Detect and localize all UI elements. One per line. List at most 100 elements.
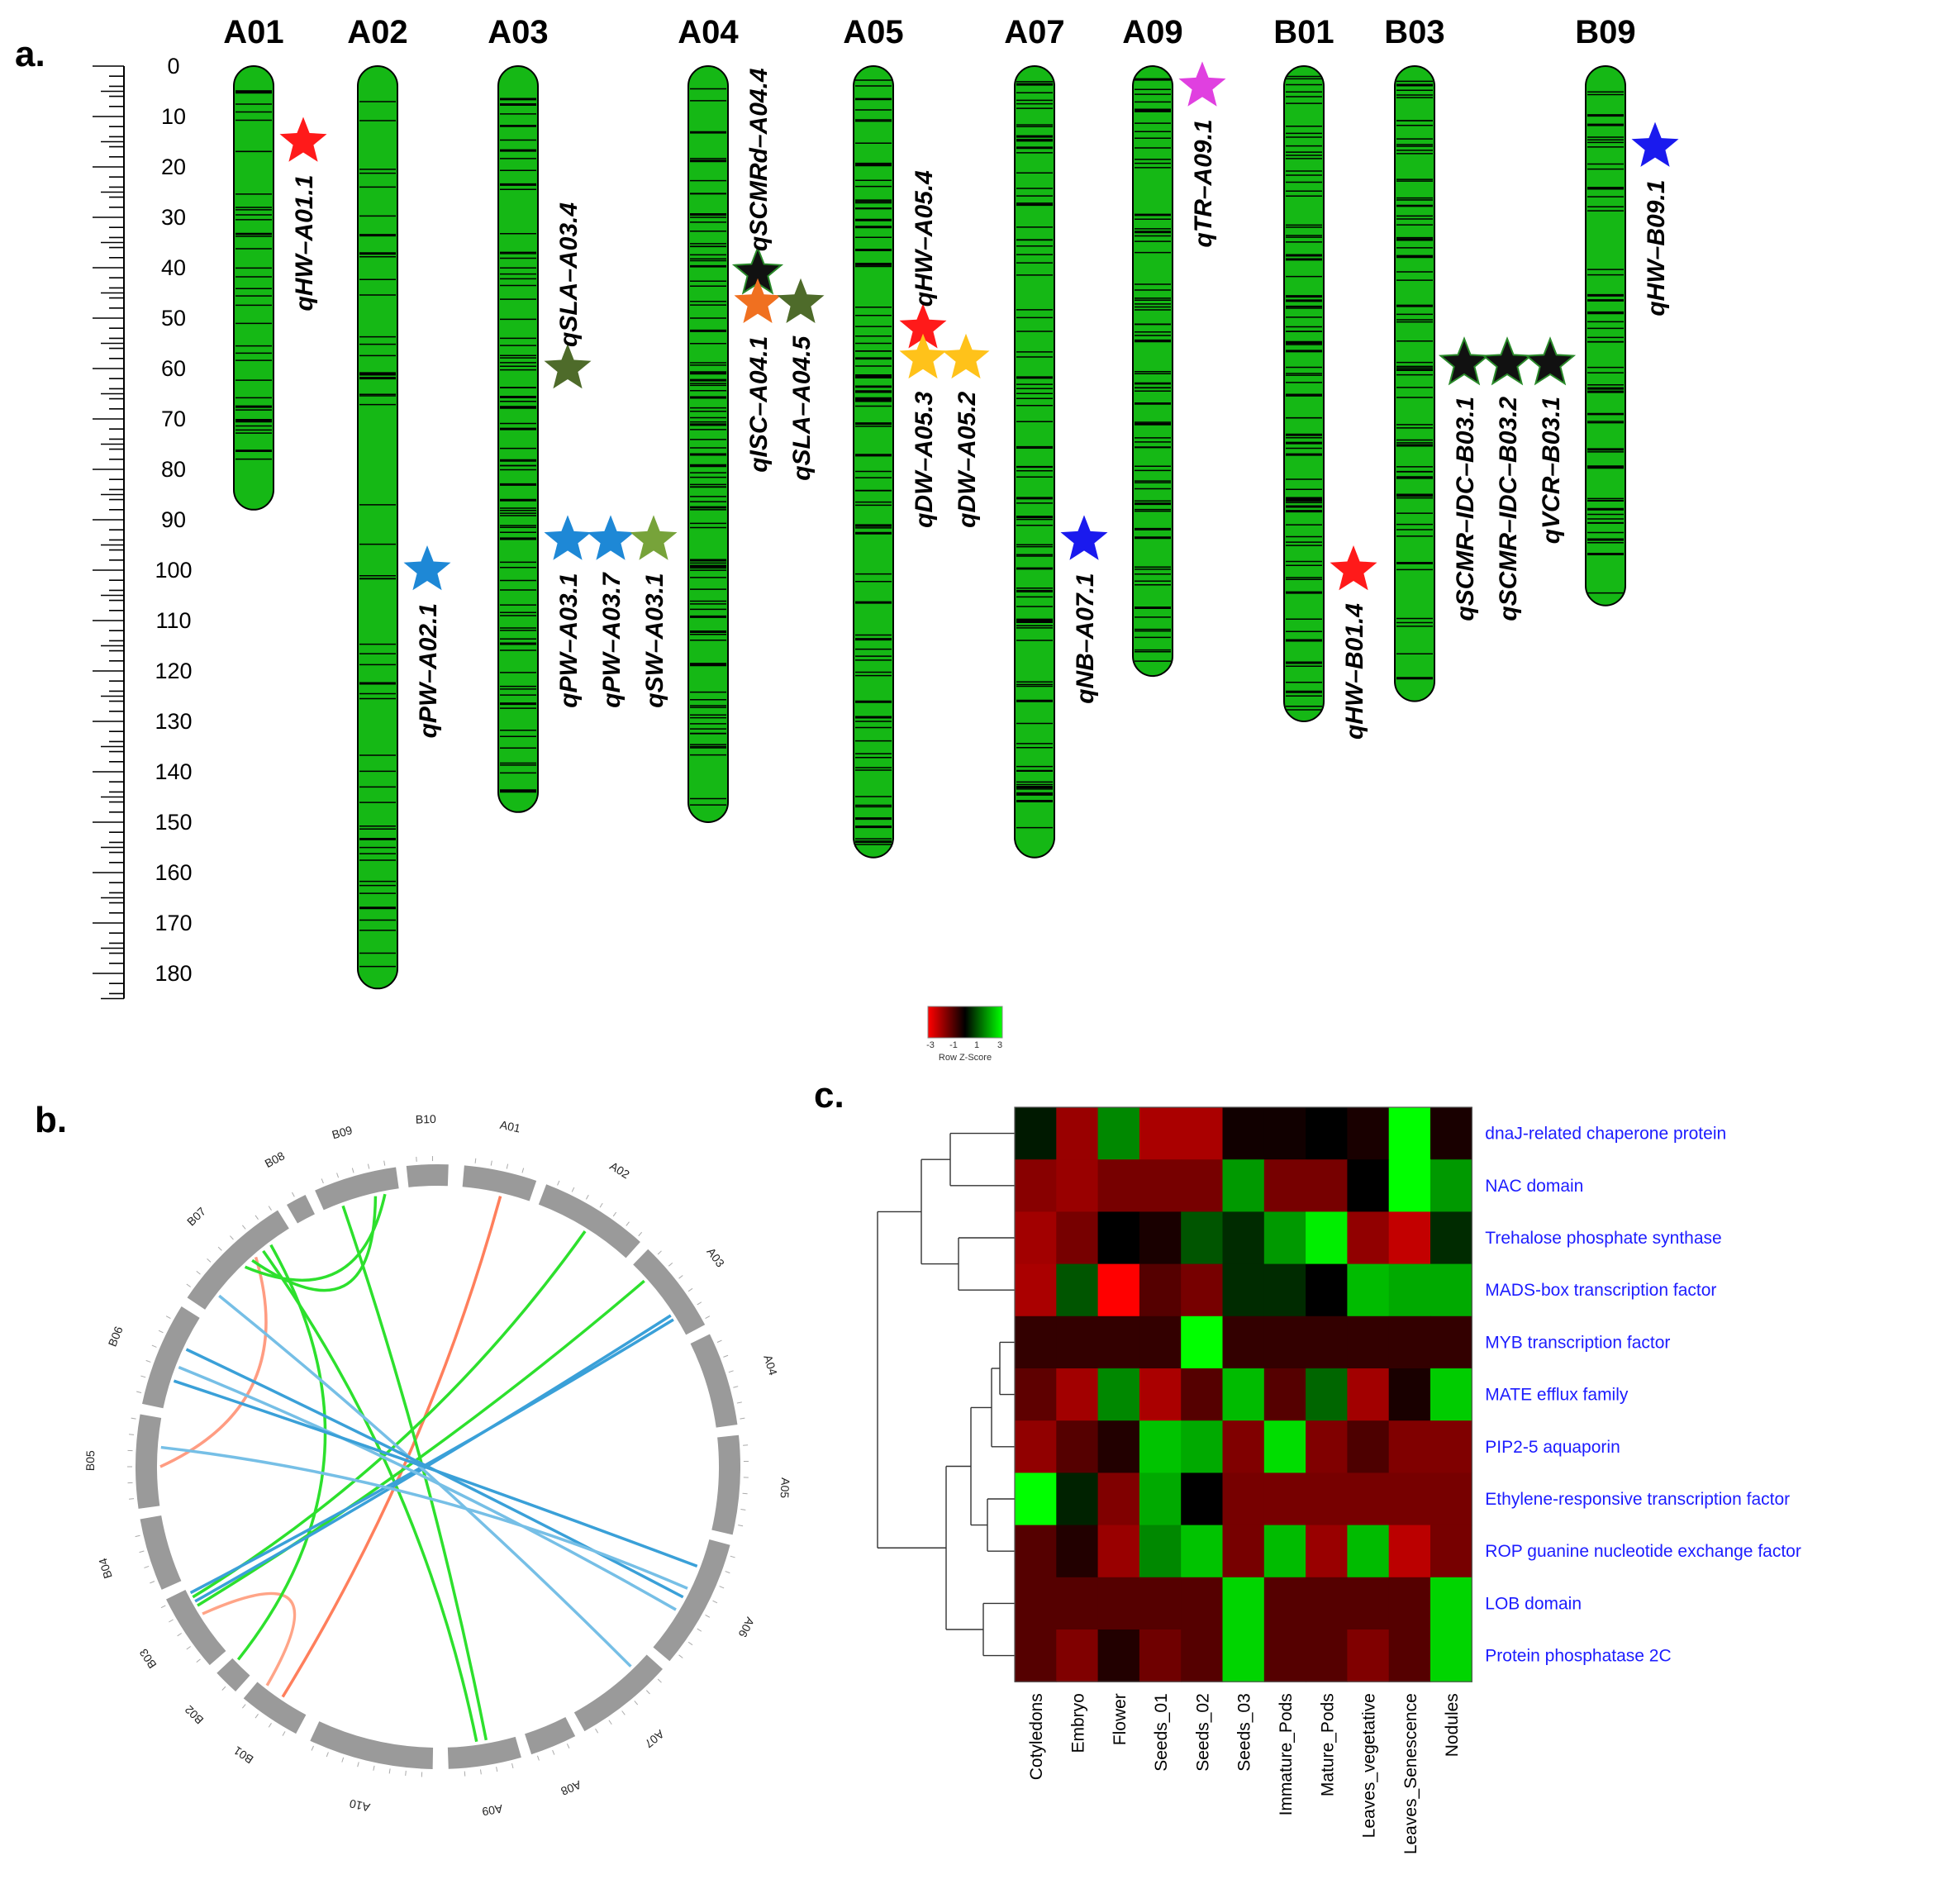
chromosome-A01: A01	[223, 14, 284, 511]
segment-tick	[668, 1262, 673, 1267]
row-dendrogram	[877, 1132, 1015, 1657]
qtl-11: qDW–A05.2	[942, 333, 990, 528]
qtl-star-icon	[1178, 61, 1226, 107]
row-label: Trehalose phosphate synthase	[1485, 1229, 1721, 1248]
segment-tick	[557, 1180, 560, 1186]
heatmap-cell	[1430, 1368, 1472, 1421]
qtl-14: qHW–B01.4	[1330, 545, 1377, 740]
key-tick-label: -3	[926, 1040, 935, 1050]
chromosome-name: B09	[1575, 14, 1635, 50]
column-label: Cotyledons	[1027, 1693, 1046, 1780]
segment-tick	[196, 1658, 201, 1663]
segment-tick	[742, 1492, 748, 1495]
panel-letter-a: a.	[15, 34, 45, 74]
row-label: PIP2-5 aquaporin	[1485, 1438, 1620, 1457]
heatmap-cell	[1347, 1525, 1390, 1578]
heatmap-cell	[1222, 1420, 1265, 1473]
ruler-tick-label: 10	[161, 104, 186, 129]
heatmap-cell	[1388, 1159, 1431, 1212]
row-label: MYB transcription factor	[1485, 1333, 1670, 1352]
key-gradient-slice	[999, 1006, 1001, 1038]
segment-B06	[141, 1306, 200, 1409]
key-gradient-slice	[953, 1006, 954, 1038]
heatmap-cell	[1430, 1629, 1472, 1682]
qtl-3: qPW–A03.1	[544, 515, 592, 708]
segment-tick	[740, 1508, 746, 1511]
synteny-link	[189, 1318, 674, 1595]
qtl-star-icon	[630, 515, 678, 560]
key-gradient-slice	[977, 1006, 978, 1038]
segment-label: B04	[96, 1557, 115, 1581]
ruler-tick-label: 140	[155, 759, 192, 784]
heatmap-cell	[1056, 1263, 1099, 1317]
heatmap-cell	[1263, 1525, 1306, 1578]
heatmap-cell	[1306, 1211, 1348, 1265]
ruler-tick-label: 30	[161, 205, 186, 230]
synteny-link	[173, 1379, 698, 1568]
segment-label: B03	[136, 1646, 159, 1671]
key-gradient-slice	[956, 1006, 958, 1038]
segment-tick	[736, 1401, 742, 1404]
heatmap-cell	[1056, 1577, 1099, 1630]
segment-tick	[678, 1654, 683, 1658]
key-tick-label: -1	[949, 1040, 958, 1050]
chromosome-A04: A04	[678, 14, 739, 823]
qtl-label: qSCMR–IDC–B03.2	[1495, 397, 1522, 621]
segment-tick	[638, 1231, 643, 1237]
key-gradient-slice	[993, 1006, 995, 1038]
key-gradient-slice	[988, 1006, 990, 1038]
key-gradient-slice	[959, 1006, 961, 1038]
heatmap-cell	[1222, 1211, 1265, 1265]
segment-B08	[287, 1195, 315, 1224]
segment-tick	[536, 1755, 540, 1761]
qtl-4: qPW–A03.7	[587, 515, 635, 708]
segment-label: A03	[704, 1245, 727, 1270]
heatmap-cell	[1097, 1315, 1140, 1369]
segment-tick	[712, 1600, 718, 1604]
heatmap-cell	[1306, 1107, 1348, 1160]
segment-tick	[521, 1168, 525, 1173]
segment-tick	[705, 1614, 711, 1618]
heatmap-cell	[1139, 1263, 1182, 1317]
column-label: Seeds_02	[1193, 1693, 1212, 1772]
chromosome-bar	[233, 65, 274, 511]
segment-tick	[131, 1417, 136, 1420]
chromosome-name: A04	[678, 14, 739, 50]
row-label: MADS-box transcription factor	[1485, 1281, 1716, 1300]
key-tick-label: 1	[974, 1040, 979, 1050]
qtl-star-icon	[1524, 336, 1577, 386]
key-gradient-slice	[964, 1006, 966, 1038]
panel-letter-c: c.	[814, 1075, 844, 1116]
segment-B05	[136, 1414, 162, 1509]
key-gradient-slice	[969, 1006, 971, 1038]
segment-tick	[719, 1586, 725, 1589]
segment-tick	[160, 1605, 166, 1609]
heatmap-cell	[1015, 1420, 1057, 1473]
qtl-10: qDW–A05.3	[899, 333, 947, 528]
chromosome-name: B01	[1273, 14, 1334, 50]
row-label: Ethylene-responsive transcription factor	[1485, 1490, 1790, 1509]
segment-tick	[144, 1565, 150, 1568]
segment-tick	[241, 1704, 246, 1709]
heatmap-cell	[1139, 1577, 1182, 1630]
qtl-label: qHW–B09.1	[1643, 180, 1670, 316]
heatmap-cell	[1306, 1629, 1348, 1682]
segment-tick	[341, 1757, 345, 1763]
segment-tick	[678, 1275, 683, 1279]
qtl-label: qNB–A07.1	[1072, 573, 1099, 703]
panel-b-circos-plot: A01 A02 A03 A04 A05 A06 A07 A08 A09 A10 B01 B02 B03 B…	[83, 1112, 792, 1819]
heatmap-cell	[1430, 1107, 1472, 1160]
key-gradient-slice	[968, 1006, 970, 1038]
qtl-16: qSCMR–IDC–B03.2	[1481, 336, 1534, 621]
qtl-label: qDW–A05.3	[911, 391, 938, 527]
key-gradient-slice	[980, 1006, 982, 1038]
heatmap-cell	[1347, 1315, 1390, 1369]
chromosome-bar	[357, 65, 398, 990]
heatmap-cell	[1056, 1368, 1099, 1421]
ruler-tick-label: 50	[161, 306, 186, 331]
column-labels: Cotyledons Embryo Flower Seeds_01 Seeds_02 Se…	[1027, 1693, 1462, 1854]
qtl-star-icon	[1330, 545, 1377, 591]
ruler-tick-label: 20	[161, 155, 186, 179]
heatmap-cell	[1347, 1629, 1390, 1682]
segment-tick	[255, 1714, 259, 1719]
